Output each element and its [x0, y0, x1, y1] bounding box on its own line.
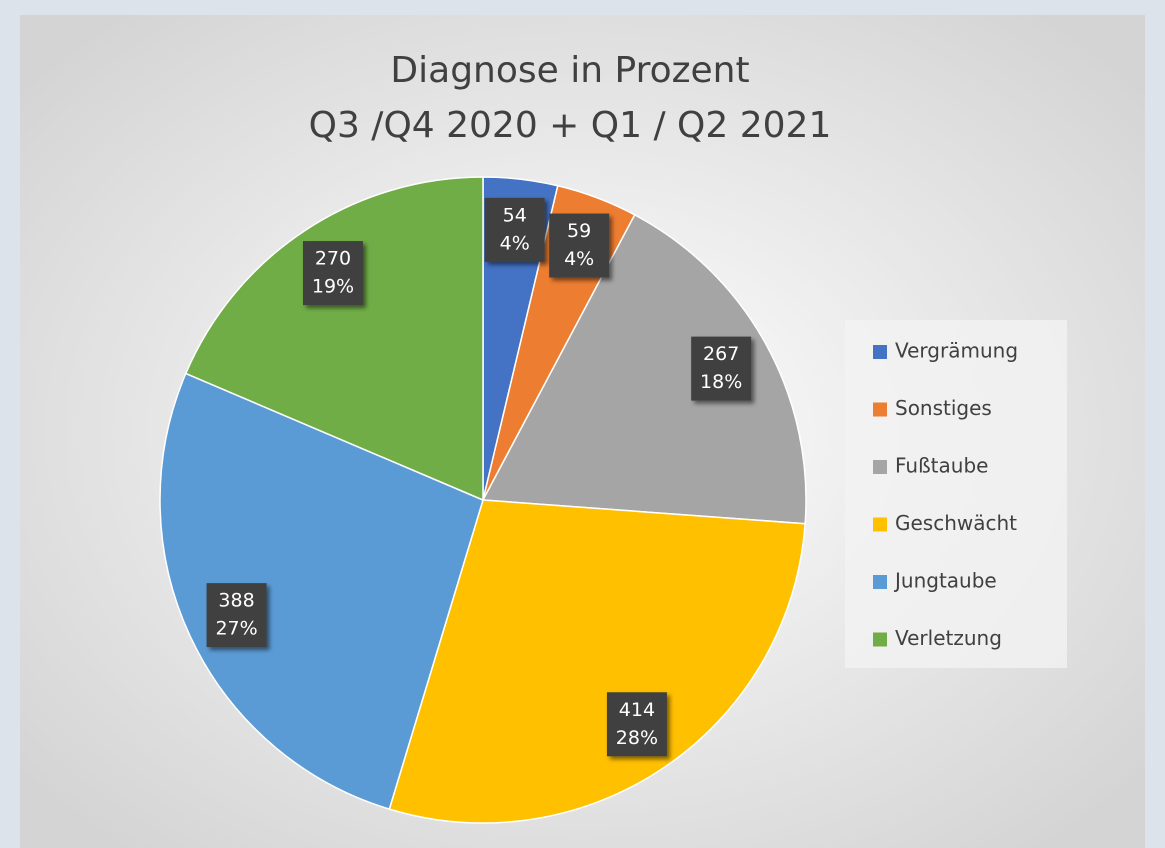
data-label-box: [606, 692, 667, 757]
legend-label: Verletzung: [895, 626, 1002, 650]
legend-swatch: [873, 402, 887, 417]
pie-slice: [159, 372, 484, 811]
data-label-percent: 18%: [700, 371, 742, 393]
data-label-value: 54: [503, 204, 527, 226]
legend-label: Sonstiges: [895, 396, 992, 420]
legend-swatch: [873, 460, 887, 474]
legend-box: [845, 320, 1067, 668]
data-label-box: [484, 197, 545, 262]
data-label-box: [302, 241, 363, 306]
data-label-value: 59: [567, 220, 591, 242]
legend-swatch: [873, 575, 887, 589]
data-label-value: 388: [218, 590, 254, 612]
data-label-percent: 27%: [215, 618, 257, 640]
chart-subtitle: Q3 /Q4 2020 + Q1 / Q2 2021: [309, 105, 832, 146]
data-label-percent: 19%: [312, 276, 354, 298]
data-label-box: [549, 213, 610, 278]
data-label-percent: 4%: [500, 232, 530, 254]
legend-label: Geschwächt: [895, 511, 1017, 535]
legend-swatch: [873, 517, 887, 532]
data-label-box: [206, 583, 267, 648]
pie-slice: [184, 176, 484, 502]
legend-label: Vergrämung: [895, 339, 1018, 363]
legend-label: Jungtaube: [893, 569, 997, 593]
pie-slice: [481, 213, 807, 525]
data-label-percent: 4%: [564, 248, 594, 270]
legend-swatch: [873, 632, 887, 647]
data-label-value: 414: [619, 699, 655, 721]
legend-label: Fußtaube: [895, 454, 988, 478]
data-label-percent: 28%: [616, 727, 658, 749]
data-label-value: 270: [315, 248, 351, 270]
legend-swatch: [873, 345, 887, 359]
pie-slice: [388, 499, 806, 824]
chart-title: Diagnose in Prozent: [390, 50, 749, 91]
data-label-value: 267: [703, 343, 739, 365]
data-label-box: [691, 336, 752, 401]
